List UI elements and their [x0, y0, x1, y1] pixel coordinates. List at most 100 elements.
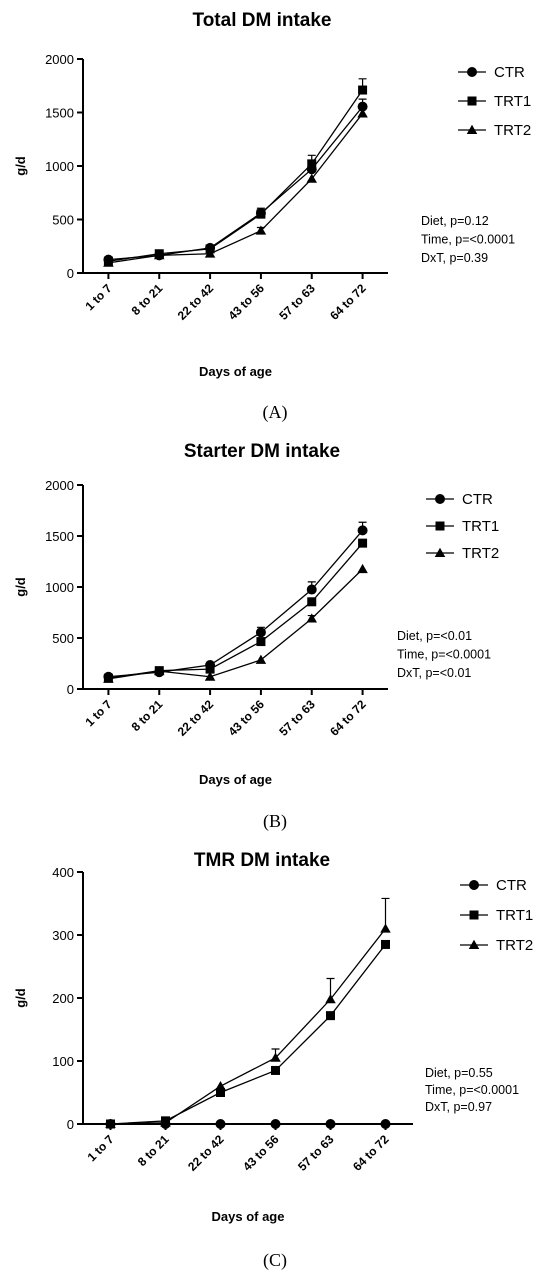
y-tick-label: 500	[52, 631, 74, 646]
legend-marker	[468, 939, 480, 949]
legend-label: TRT2	[496, 937, 533, 954]
legend: CTR TRT1 TRT2	[460, 877, 533, 954]
y-tick-label: 500	[52, 213, 74, 228]
x-tick-label: 64 to 72	[327, 697, 369, 739]
data-point	[306, 584, 317, 595]
y-tick-label: 0	[67, 266, 74, 281]
data-point	[325, 994, 336, 1004]
y-tick-label: 100	[52, 1054, 74, 1069]
series-TRT2	[103, 108, 368, 267]
stats-annotation: Time, p=<0.0001	[397, 648, 491, 662]
chart-panel-2: TMR DM intake 0 100 200 300 400 1 to 7 8 to 21 2…	[13, 850, 533, 1271]
y-tick-label: 1500	[45, 106, 74, 121]
data-point	[204, 671, 216, 681]
x-tick-label: 43 to 56	[226, 697, 268, 739]
stats-annotation: Time, p=<0.0001	[421, 233, 515, 247]
data-point	[255, 627, 266, 638]
data-point	[256, 209, 266, 219]
x-axis-label: Days of age	[199, 772, 272, 787]
data-point	[307, 597, 317, 607]
data-point	[204, 248, 216, 258]
panel-label: (C)	[263, 1250, 287, 1271]
x-tick-label: 1 to 7	[85, 1132, 117, 1164]
legend-label: CTR	[496, 877, 527, 894]
data-point	[380, 923, 391, 933]
series-CTR	[105, 1119, 391, 1129]
y-tick-label: 0	[67, 1117, 74, 1132]
stats-annotation: DxT, p=<0.01	[397, 666, 471, 680]
series-line	[108, 113, 364, 264]
legend-marker	[466, 124, 478, 134]
stats-annotation: Diet, p=<0.01	[397, 629, 472, 643]
legend-label: TRT1	[496, 907, 533, 924]
data-point	[103, 257, 114, 267]
series-line	[108, 106, 364, 261]
data-point	[270, 1119, 281, 1129]
y-tick-label: 200	[52, 991, 74, 1006]
y-tick-label: 1000	[45, 580, 74, 595]
x-tick-label: 57 to 63	[276, 281, 318, 323]
y-axis-label: g/d	[13, 577, 28, 597]
x-tick-label: 64 to 72	[327, 281, 369, 323]
panel-label: (B)	[263, 811, 287, 832]
data-point	[160, 1117, 171, 1127]
chart-panel-0: Total DM intake 0 500 1000 1500 2000 1 to 7 8 t…	[13, 10, 531, 423]
series-line	[110, 944, 387, 1125]
data-point	[255, 225, 267, 235]
data-point	[380, 1119, 391, 1129]
chart-title: Starter DM intake	[184, 441, 340, 462]
legend-marker	[469, 880, 479, 890]
data-point	[306, 173, 317, 183]
y-tick-label: 1500	[45, 529, 74, 544]
series-line	[108, 542, 364, 679]
x-tick-label: 57 to 63	[276, 697, 318, 739]
x-tick-label: 8 to 21	[129, 697, 166, 734]
chart-title: Total DM intake	[193, 10, 332, 31]
legend-marker	[467, 96, 477, 106]
data-point	[358, 538, 368, 548]
legend-marker	[434, 547, 446, 557]
legend-label: CTR	[494, 64, 525, 81]
data-point	[154, 250, 165, 260]
legend-label: TRT1	[494, 93, 531, 110]
x-axis-label: Days of age	[212, 1209, 285, 1224]
stats-annotation: Diet, p=0.55	[425, 1066, 493, 1080]
data-point	[216, 1088, 225, 1097]
x-tick-label: 22 to 42	[175, 281, 217, 323]
series-TRT1	[106, 939, 390, 1129]
legend-marker	[435, 521, 445, 531]
legend-label: CTR	[462, 491, 493, 508]
legend: CTR TRT1 TRT2	[426, 491, 499, 562]
data-point	[103, 673, 114, 683]
legend-label: TRT2	[462, 545, 499, 562]
data-point	[326, 1011, 335, 1021]
y-tick-label: 300	[52, 928, 74, 943]
data-point	[215, 1119, 226, 1129]
x-tick-label: 1 to 7	[82, 281, 114, 313]
data-point	[357, 108, 368, 118]
y-tick-label: 1000	[45, 159, 74, 174]
legend-marker	[469, 910, 479, 920]
y-tick-label: 0	[67, 682, 74, 697]
x-tick-label: 8 to 21	[135, 1132, 172, 1169]
series-line	[108, 568, 364, 680]
series-CTR	[103, 98, 368, 265]
series-TRT1	[103, 78, 368, 266]
stats-annotation: Diet, p=0.12	[421, 214, 489, 228]
series-TRT1	[103, 538, 368, 683]
legend-label: TRT2	[494, 122, 531, 139]
y-tick-label: 2000	[45, 52, 74, 67]
x-tick-label: 64 to 72	[350, 1132, 392, 1174]
data-point	[325, 1119, 336, 1129]
series-TRT2	[103, 563, 368, 683]
data-point	[357, 101, 368, 112]
x-tick-label: 43 to 56	[240, 1132, 282, 1174]
legend-marker	[467, 67, 477, 77]
x-tick-label: 1 to 7	[82, 697, 114, 729]
legend-label: TRT1	[462, 518, 499, 535]
data-point	[256, 637, 266, 647]
y-tick-label: 400	[52, 865, 74, 880]
data-point	[381, 939, 390, 949]
series-line	[110, 928, 387, 1125]
